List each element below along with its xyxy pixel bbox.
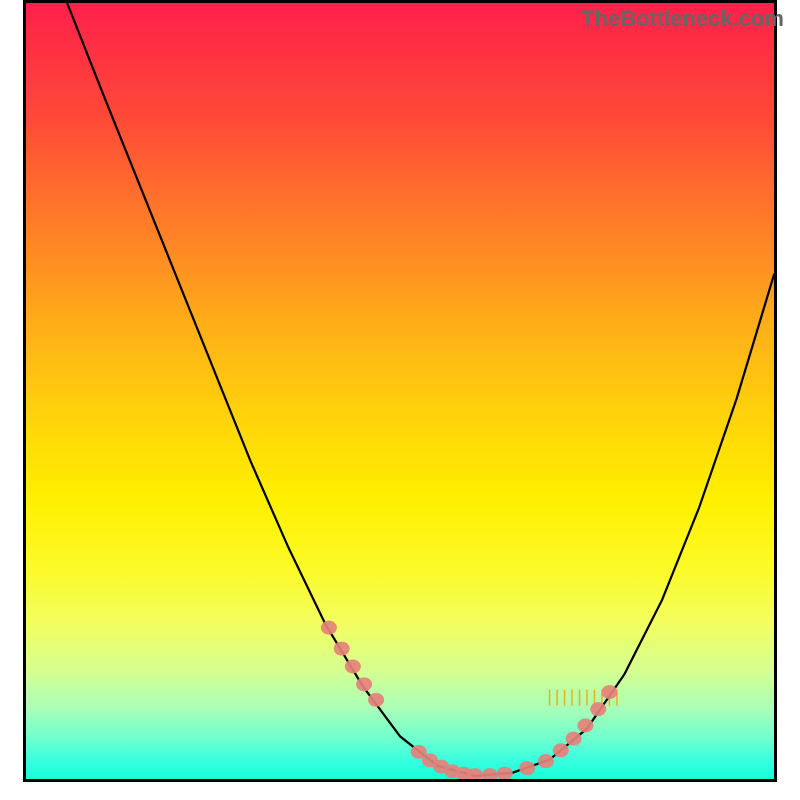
marker-dot	[519, 761, 535, 775]
marker-dot	[590, 702, 606, 716]
figure-container: TheBottleneck.com	[0, 0, 800, 800]
marker-dot	[334, 642, 350, 656]
marker-dot	[482, 768, 498, 779]
marker-dot	[368, 693, 384, 707]
curve-left-branch	[67, 3, 475, 776]
marker-dot	[356, 677, 372, 691]
marker-dot	[321, 621, 337, 635]
marker-dots	[321, 621, 618, 779]
marker-dot	[601, 685, 617, 699]
chart-svg	[26, 3, 774, 779]
curve-right-branch	[475, 275, 774, 776]
marker-dot	[566, 732, 582, 746]
marker-dot	[538, 754, 554, 768]
marker-dot	[345, 659, 361, 673]
curve-lines	[67, 3, 774, 776]
watermark-text: TheBottleneck.com	[581, 6, 784, 32]
marker-dot	[497, 767, 513, 779]
marker-dot	[553, 743, 569, 757]
marker-dot	[578, 718, 594, 732]
plot-area	[23, 0, 777, 782]
